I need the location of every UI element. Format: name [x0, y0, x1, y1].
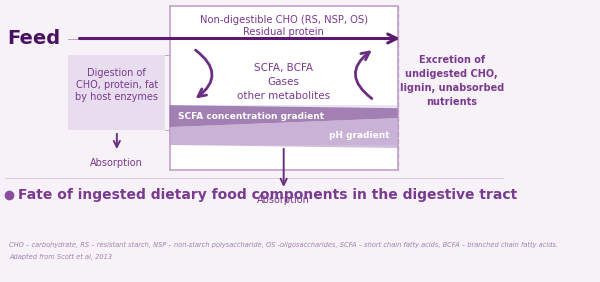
Text: SCFA concentration gradient: SCFA concentration gradient — [178, 112, 324, 121]
Text: undigested CHO,: undigested CHO, — [406, 69, 498, 79]
Text: CHO – carbohydrate, RS – resistant starch, NSP – non-starch polysaccharide, OS -: CHO – carbohydrate, RS – resistant starc… — [9, 241, 558, 248]
Text: Excretion of: Excretion of — [419, 55, 485, 65]
Text: Non-digestible CHO (RS, NSP, OS): Non-digestible CHO (RS, NSP, OS) — [200, 15, 368, 25]
Text: Digestion of: Digestion of — [88, 68, 146, 78]
Text: by host enzymes: by host enzymes — [76, 92, 158, 102]
Bar — [170, 6, 398, 170]
Text: Feed: Feed — [7, 29, 61, 48]
Text: SCFA, BCFA: SCFA, BCFA — [254, 63, 313, 73]
Polygon shape — [170, 105, 398, 127]
Bar — [170, 105, 398, 145]
Text: Gases: Gases — [268, 77, 299, 87]
Text: Absorption: Absorption — [91, 158, 143, 168]
Text: pH gradient: pH gradient — [329, 131, 389, 140]
Text: Absorption: Absorption — [257, 195, 310, 205]
Text: CHO, protein, fat: CHO, protein, fat — [76, 80, 158, 90]
Text: nutrients: nutrients — [427, 97, 478, 107]
Bar — [68, 56, 166, 130]
Text: other metabolites: other metabolites — [237, 91, 330, 101]
Text: Fate of ingested dietary food components in the digestive tract: Fate of ingested dietary food components… — [17, 188, 517, 202]
Text: Residual protein: Residual protein — [243, 27, 324, 37]
Text: Adapted from Scott et al, 2013: Adapted from Scott et al, 2013 — [9, 254, 112, 261]
Polygon shape — [170, 118, 398, 148]
Text: lignin, unabsorbed: lignin, unabsorbed — [400, 83, 504, 93]
